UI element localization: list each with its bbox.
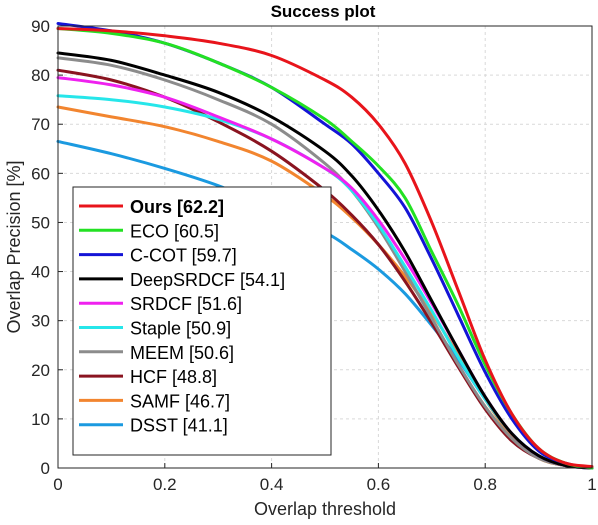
series-line-meem: [56, 56, 594, 470]
y-tick-label: 0: [41, 459, 50, 478]
x-tick-label: 1: [587, 475, 596, 494]
y-axis-label: Overlap Precision [%]: [4, 160, 24, 333]
y-tick-label: 60: [31, 164, 50, 183]
legend-label-meem: MEEM [50.6]: [130, 343, 234, 363]
x-tick-label: 0.8: [473, 475, 497, 494]
y-tick-label: 80: [31, 66, 50, 85]
y-tick-label: 10: [31, 410, 50, 429]
y-axis-ticks: 0 10 20 30 40 50 60 70 80 90: [31, 17, 63, 478]
legend: Ours [62.2] ECO [60.5] C-COT [59.7] DeepSRD…: [72, 186, 332, 456]
series-line-deepsrdcf: [56, 51, 594, 470]
series-line-ours: [56, 27, 594, 468]
x-tick-label: 0.4: [260, 475, 284, 494]
x-tick-label: 0: [53, 475, 62, 494]
legend-label-deepsrdcf: DeepSRDCF [54.1]: [130, 270, 285, 290]
plot-frame: [57, 25, 593, 469]
legend-label-samf: SAMF [46.7]: [130, 391, 230, 411]
legend-label-hcf: HCF [48.8]: [130, 367, 217, 387]
x-tick-label: 0.6: [367, 475, 391, 494]
y-tick-label: 50: [31, 213, 50, 232]
x-axis-label: Overlap threshold: [254, 499, 396, 519]
legend-label-srdcf: SRDCF [51.6]: [130, 294, 242, 314]
legend-label-ours: Ours [62.2]: [130, 197, 224, 217]
y-tick-label: 40: [31, 263, 50, 282]
x-tick-label: 0.2: [153, 475, 177, 494]
legend-label-eco: ECO [60.5]: [130, 221, 219, 241]
x-axis-ticks: 0 0.2 0.4 0.6 0.8 1: [53, 463, 597, 494]
y-tick-label: 20: [31, 361, 50, 380]
legend-label-dsst: DSST [41.1]: [130, 416, 228, 436]
legend-label-c-cot: C-COT [59.7]: [130, 246, 237, 266]
chart-title: Success plot: [271, 2, 376, 21]
y-tick-label: 70: [31, 115, 50, 134]
y-tick-label: 30: [31, 312, 50, 331]
y-tick-label: 90: [31, 17, 50, 36]
series-lines: [56, 22, 594, 470]
legend-label-staple: Staple [50.9]: [130, 319, 231, 339]
